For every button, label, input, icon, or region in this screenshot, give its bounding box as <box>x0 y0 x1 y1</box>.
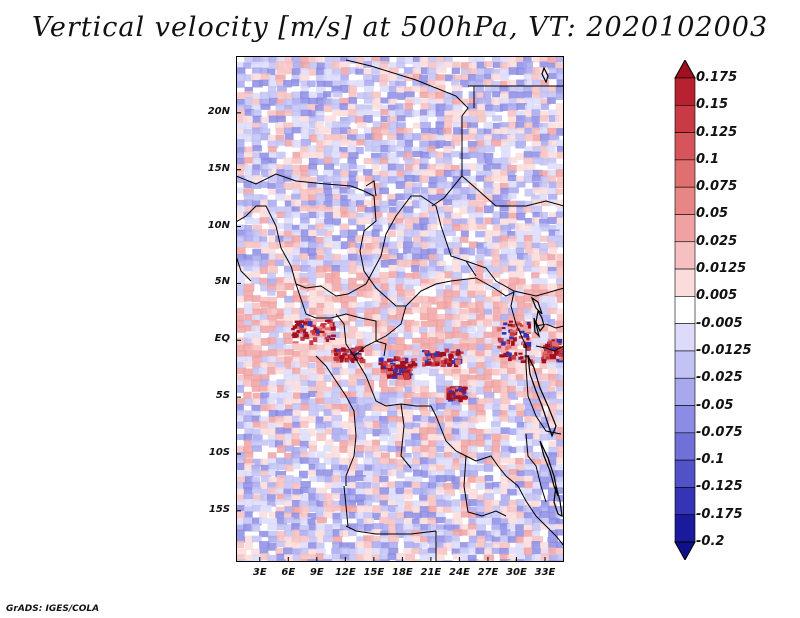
lat-label: 15S <box>208 503 230 515</box>
vertical-velocity-field <box>236 56 564 562</box>
colorbar-label: -0.125 <box>696 479 743 495</box>
colorbar-segment <box>674 132 696 161</box>
lat-label: 10S <box>208 446 230 458</box>
lat-label: 15N <box>207 162 230 174</box>
colorbar-label: -0.05 <box>696 397 734 413</box>
lon-label: 27E <box>477 567 499 578</box>
country-borders <box>236 59 564 562</box>
colorbar-segment <box>674 323 696 352</box>
axis-ticks <box>236 112 546 562</box>
colorbar-label: -0.005 <box>696 315 743 331</box>
colorbar-segment <box>674 296 696 324</box>
lon-label: 21E <box>420 567 442 578</box>
lon-label: 33E <box>534 567 556 578</box>
lon-label: 12E <box>334 567 356 578</box>
colorbar-segment <box>674 186 696 215</box>
colorbar-segment <box>674 487 696 516</box>
colorbar-label: 0.175 <box>696 70 738 85</box>
colorbar-label: -0.025 <box>696 370 743 386</box>
lon-label: 9E <box>309 567 324 578</box>
colorbar-label: -0.2 <box>696 534 725 549</box>
colorbar-segment <box>674 241 696 270</box>
lakes <box>527 66 563 518</box>
lon-label: 6E <box>281 567 296 578</box>
colorbar-segment <box>674 514 696 543</box>
colorbar <box>674 60 696 560</box>
colorbar-segment <box>674 104 696 133</box>
colorbar-label: 0.05 <box>696 206 729 222</box>
colorbar-label: 0.125 <box>696 124 738 140</box>
field-cells <box>236 56 564 562</box>
colorbar-segment <box>674 432 696 461</box>
map-panel <box>236 56 564 562</box>
colorbar-segment <box>674 159 696 188</box>
colorbar-segment <box>674 214 696 243</box>
lat-label: EQ <box>214 333 230 345</box>
colorbar-label: -0.0125 <box>696 342 752 358</box>
lat-label: 10N <box>207 219 230 231</box>
grads-credit: GrADS: IGES/COLA <box>6 604 100 614</box>
lon-label: 30E <box>506 567 527 578</box>
colorbar-label: 0.075 <box>696 179 738 195</box>
colorbar-min-arrow <box>674 541 696 560</box>
colorbar-label: -0.175 <box>696 506 743 522</box>
lat-label: 5N <box>214 276 230 288</box>
colorbar-segment <box>674 350 696 379</box>
lon-label: 15E <box>363 567 385 578</box>
colorbar-segment <box>674 459 696 488</box>
lon-label: 24E <box>449 567 470 578</box>
colorbar-segment <box>674 268 696 297</box>
lat-label: 20N <box>207 105 230 117</box>
lon-label: 3E <box>252 567 267 578</box>
lon-label: 18E <box>392 567 413 578</box>
colorbar-label: 0.025 <box>696 233 738 249</box>
colorbar-label: 0.0125 <box>696 261 747 277</box>
map-title: Vertical velocity [m/s] at 500hPa, VT: 2… <box>31 12 769 43</box>
colorbar-label: -0.075 <box>696 424 743 440</box>
colorbar-label: -0.1 <box>696 452 725 468</box>
lat-label: 5S <box>215 390 230 402</box>
colorbar-segment <box>674 377 696 406</box>
convection-cores <box>291 318 564 403</box>
colorbar-label: 0.15 <box>696 97 729 113</box>
colorbar-segment <box>674 405 696 434</box>
colorbar-segment <box>674 77 696 106</box>
colorbar-label: 0.1 <box>696 151 720 167</box>
colorbar-max-arrow <box>674 60 696 79</box>
colorbar-label: 0.005 <box>696 288 738 304</box>
